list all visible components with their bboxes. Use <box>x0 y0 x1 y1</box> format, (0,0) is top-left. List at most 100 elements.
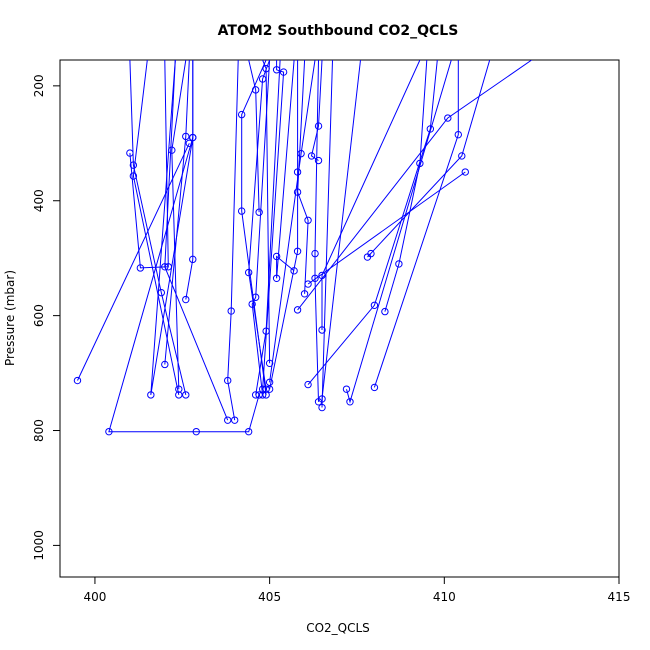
data-point <box>311 249 319 258</box>
data-point <box>192 427 200 436</box>
chart-title: ATOM2 Southbound CO2_QCLS <box>218 23 459 39</box>
series-line <box>367 60 491 258</box>
data-point <box>136 264 145 272</box>
data-point <box>342 385 351 393</box>
data-point <box>224 376 232 385</box>
series-19 <box>265 60 302 393</box>
data-point <box>262 391 270 399</box>
y-tick-label: 200 <box>32 74 46 97</box>
data-point <box>307 152 316 160</box>
y-axis-ticks: 200 400 600 800 1000 <box>32 74 61 561</box>
data-point <box>255 208 263 216</box>
data-point <box>105 427 113 436</box>
series-line <box>132 60 180 396</box>
data-point <box>311 274 319 282</box>
series-line <box>185 60 194 300</box>
data-point <box>314 122 323 130</box>
data-point <box>237 207 246 215</box>
data-point <box>293 306 302 314</box>
data-point <box>458 152 466 160</box>
series-line <box>384 60 428 312</box>
series-line <box>129 60 187 396</box>
series-6 <box>161 60 190 369</box>
data-point <box>189 255 197 264</box>
data-point <box>175 391 183 399</box>
data-point <box>279 68 288 76</box>
series-30 <box>370 60 462 392</box>
data-point <box>185 139 193 147</box>
series-22 <box>311 60 323 406</box>
data-point <box>224 416 232 424</box>
data-point <box>175 385 183 393</box>
data-point <box>370 301 379 309</box>
data-point <box>129 172 138 180</box>
data-point <box>182 391 190 399</box>
data-point <box>248 300 256 308</box>
data-point <box>258 391 267 399</box>
x-tick-label: 405 <box>258 590 281 604</box>
series-32 <box>293 60 532 314</box>
data-point <box>126 149 134 157</box>
series-line <box>307 171 466 285</box>
series-15 <box>248 60 271 399</box>
series-4 <box>182 60 197 304</box>
series-line <box>171 60 187 390</box>
x-tick-label: 400 <box>83 590 106 604</box>
data-point <box>230 416 239 424</box>
series-17 <box>258 60 288 393</box>
plot-border <box>59 59 620 578</box>
data-point <box>129 161 138 169</box>
series-8 <box>126 60 173 272</box>
data-point <box>182 295 190 304</box>
series-11 <box>224 60 239 424</box>
data-point <box>304 216 312 224</box>
series-line <box>262 60 271 364</box>
series-layer <box>73 60 532 436</box>
data-point <box>237 110 246 119</box>
data-point <box>367 249 375 258</box>
data-point <box>244 427 253 436</box>
data-point <box>244 268 253 277</box>
data-point <box>395 260 403 268</box>
series-line <box>297 60 309 294</box>
data-point <box>293 188 302 196</box>
data-point <box>300 290 309 298</box>
data-point <box>297 149 305 158</box>
plot-frame <box>59 59 620 578</box>
data-point <box>272 252 281 261</box>
series-21 <box>265 60 316 386</box>
series-23 <box>307 60 323 165</box>
data-point <box>164 263 173 271</box>
series-27 <box>381 60 428 316</box>
series-line <box>248 60 260 213</box>
series-12 <box>248 60 263 216</box>
x-tick-label: 415 <box>608 590 631 604</box>
data-point <box>251 391 260 399</box>
x-tick-label: 410 <box>433 590 456 604</box>
data-point <box>272 66 281 74</box>
series-1 <box>129 60 183 399</box>
data-point <box>318 395 326 403</box>
series-line <box>77 143 190 381</box>
data-point <box>304 380 312 389</box>
data-point <box>318 403 326 412</box>
series-line <box>310 60 323 161</box>
y-tick-label: 600 <box>32 304 46 327</box>
series-7 <box>147 60 197 399</box>
series-29 <box>342 60 452 406</box>
data-point <box>251 86 260 94</box>
data-point <box>265 378 274 386</box>
data-point <box>314 156 323 165</box>
series-line <box>321 60 421 330</box>
data-point <box>454 130 462 139</box>
x-axis-label: CO2_QCLS <box>306 621 370 635</box>
data-point <box>147 391 155 399</box>
data-point <box>227 307 235 315</box>
data-point <box>304 280 312 288</box>
data-point <box>258 385 267 393</box>
data-point <box>444 114 452 122</box>
series-line <box>164 60 190 365</box>
series-line <box>241 60 267 395</box>
series-line <box>269 60 299 390</box>
series-line <box>276 60 295 279</box>
